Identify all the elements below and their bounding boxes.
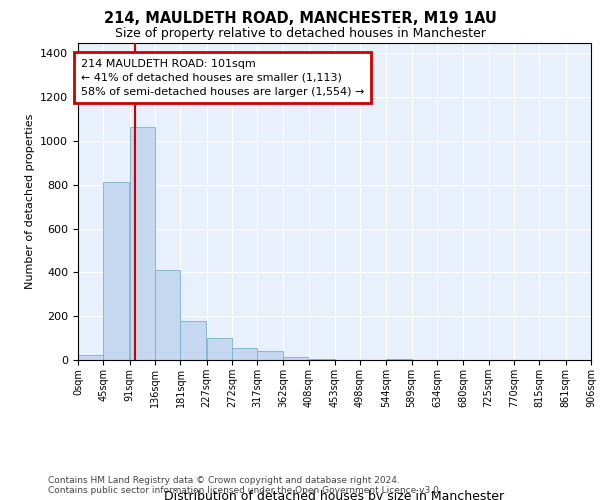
Bar <box>155 270 181 360</box>
Bar <box>103 182 129 360</box>
Text: 214 MAULDETH ROAD: 101sqm
← 41% of detached houses are smaller (1,113)
58% of se: 214 MAULDETH ROAD: 101sqm ← 41% of detac… <box>81 58 364 96</box>
Bar <box>206 338 232 360</box>
Bar <box>257 351 283 360</box>
Bar <box>78 354 103 360</box>
Y-axis label: Number of detached properties: Number of detached properties <box>25 114 35 289</box>
Bar <box>232 348 257 360</box>
Bar <box>283 356 308 360</box>
Bar <box>309 359 335 360</box>
X-axis label: Distribution of detached houses by size in Manchester: Distribution of detached houses by size … <box>164 490 505 500</box>
Bar <box>130 127 155 360</box>
Text: 214, MAULDETH ROAD, MANCHESTER, M19 1AU: 214, MAULDETH ROAD, MANCHESTER, M19 1AU <box>104 11 496 26</box>
Text: Contains public sector information licensed under the Open Government Licence v3: Contains public sector information licen… <box>48 486 442 495</box>
Bar <box>386 359 412 360</box>
Text: Contains HM Land Registry data © Crown copyright and database right 2024.: Contains HM Land Registry data © Crown c… <box>48 476 400 485</box>
Bar <box>181 320 206 360</box>
Text: Size of property relative to detached houses in Manchester: Size of property relative to detached ho… <box>115 28 485 40</box>
